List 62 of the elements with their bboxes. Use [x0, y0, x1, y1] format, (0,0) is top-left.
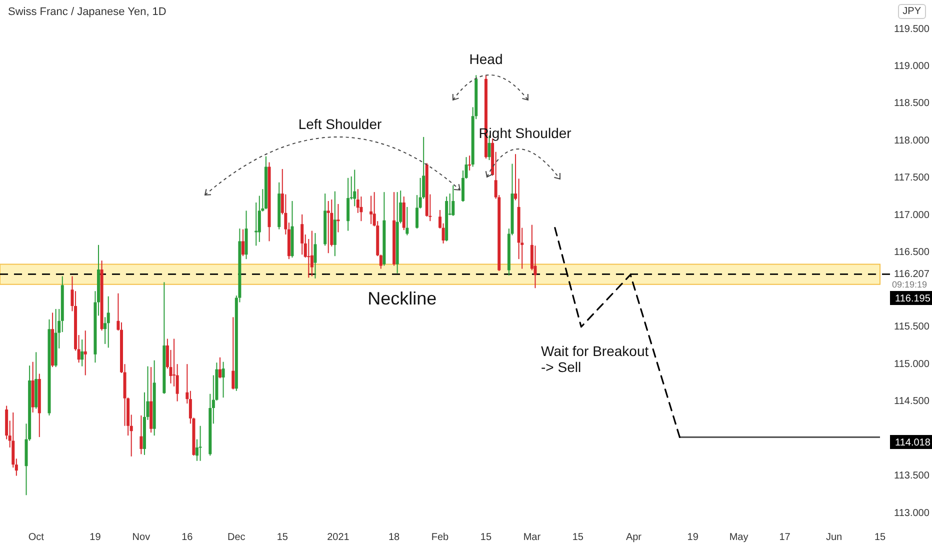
candlestick	[346, 177, 350, 232]
y-tick-label: 115.500	[894, 322, 930, 333]
x-tick-label: Oct	[28, 532, 44, 543]
y-tick-label: 117.000	[894, 210, 930, 221]
candlestick	[254, 202, 258, 246]
candlestick	[314, 232, 317, 279]
y-tick-label: 119.500	[894, 24, 930, 35]
x-tick-label: 15	[276, 532, 288, 543]
y-tick-label: 114.500	[894, 396, 930, 408]
text: 116.195	[895, 293, 931, 304]
chart-title: Swiss Franc / Japanese Yen, 1D	[8, 6, 166, 18]
x-tick-label: Nov	[132, 532, 150, 543]
y-tick-label: 113.000	[894, 508, 930, 519]
candlestick	[452, 184, 455, 216]
x-tick-label: 2021	[327, 532, 350, 543]
candlestick	[353, 169, 356, 207]
x-tick-label: May	[729, 532, 748, 543]
text: 114.018	[895, 437, 931, 448]
y-tick-label: 113.500	[894, 470, 930, 482]
annotation: Left Shoulder	[298, 116, 382, 132]
candlestick	[106, 296, 110, 348]
candlestick	[198, 425, 202, 462]
y-tick-label: 117.500	[894, 172, 930, 184]
text: JPY	[898, 4, 926, 19]
candlestick	[370, 195, 373, 225]
x-tick-label: 15	[874, 532, 886, 543]
candlestick	[310, 230, 314, 277]
candlestick	[140, 414, 143, 455]
candlestick	[300, 214, 304, 256]
x-tick-label: Mar	[523, 532, 542, 543]
x-tick-label: Apr	[626, 532, 642, 543]
candlestick	[307, 238, 310, 278]
x-tick-label: 19	[687, 532, 699, 543]
annotation: Wait for Breakout -> Sell	[541, 342, 649, 375]
x-tick-label: 15	[480, 532, 492, 543]
candlestick	[84, 330, 87, 376]
y-tick-label: 118.500	[894, 98, 930, 110]
x-tick-label: 15	[572, 532, 584, 543]
x-tick-label: 17	[779, 532, 791, 543]
x-tick-label: Dec	[228, 532, 246, 543]
text: 09:19:19	[892, 279, 928, 290]
annotation: Head	[469, 50, 503, 67]
candlestick	[232, 316, 235, 390]
y-tick-label: 118.000	[894, 135, 930, 146]
y-tick-label: 116.500	[894, 247, 930, 258]
candlestick	[241, 228, 244, 257]
candlestick	[222, 361, 225, 398]
x-tick-label: Feb	[431, 532, 450, 543]
candlestick	[80, 339, 84, 367]
y-tick-label: 119.000	[894, 60, 930, 72]
ref-line-label: 116.207	[894, 268, 930, 280]
x-tick-label: Jun	[826, 532, 842, 543]
x-tick-label: 18	[388, 532, 400, 543]
x-tick-label: 19	[90, 532, 102, 543]
x-tick-label: 16	[182, 532, 194, 543]
candlestick	[336, 203, 340, 233]
y-tick-label: 115.000	[894, 358, 930, 370]
candlestick	[468, 155, 472, 171]
band-label: Neckline	[368, 288, 437, 308]
candlestick	[218, 356, 222, 379]
candlestick	[406, 206, 409, 236]
candlestick	[326, 200, 330, 254]
